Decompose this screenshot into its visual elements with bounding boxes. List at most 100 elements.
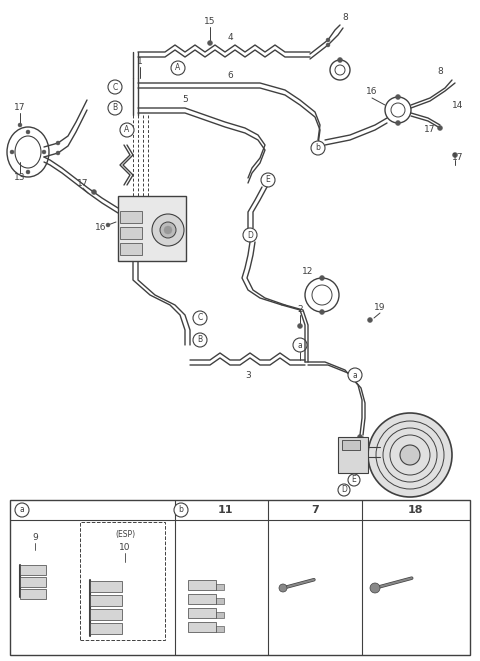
Circle shape: [298, 323, 302, 329]
Bar: [216, 598, 224, 604]
Circle shape: [396, 95, 400, 100]
Text: 5: 5: [182, 95, 188, 104]
Circle shape: [193, 311, 207, 325]
Bar: [216, 612, 224, 618]
Circle shape: [358, 434, 362, 440]
Text: a: a: [298, 340, 302, 350]
Bar: [10, 500, 470, 655]
Bar: [188, 580, 216, 590]
Text: 3: 3: [245, 371, 251, 379]
Circle shape: [326, 38, 330, 42]
Circle shape: [312, 285, 332, 305]
Text: 9: 9: [32, 533, 38, 543]
Text: E: E: [352, 475, 356, 485]
Circle shape: [243, 228, 257, 242]
Text: 12: 12: [302, 268, 314, 276]
Circle shape: [207, 40, 213, 46]
Text: 11: 11: [217, 505, 233, 515]
Text: b: b: [315, 143, 321, 153]
Circle shape: [437, 126, 443, 130]
Text: 17: 17: [77, 178, 89, 188]
Circle shape: [293, 338, 307, 352]
Text: 16: 16: [95, 223, 107, 233]
Text: E: E: [265, 176, 270, 184]
Text: 14: 14: [452, 100, 464, 110]
Bar: [338, 437, 368, 473]
Circle shape: [453, 153, 457, 157]
Circle shape: [108, 101, 122, 115]
Text: a: a: [20, 506, 24, 514]
Circle shape: [193, 333, 207, 347]
Text: b: b: [179, 506, 183, 514]
Circle shape: [56, 151, 60, 155]
Circle shape: [160, 222, 176, 238]
Text: 15: 15: [204, 17, 216, 26]
Circle shape: [326, 43, 330, 47]
Circle shape: [171, 61, 185, 75]
Bar: [216, 584, 224, 590]
Circle shape: [320, 276, 324, 280]
Circle shape: [348, 474, 360, 486]
Text: B: B: [112, 104, 118, 112]
Bar: [120, 227, 142, 239]
Circle shape: [106, 223, 110, 227]
Bar: [90, 595, 122, 606]
Bar: [90, 581, 122, 592]
Circle shape: [164, 226, 172, 234]
Circle shape: [348, 368, 362, 382]
Circle shape: [15, 503, 29, 517]
Circle shape: [320, 309, 324, 315]
Circle shape: [400, 445, 420, 465]
Bar: [188, 608, 216, 618]
Bar: [216, 626, 224, 632]
Bar: [20, 565, 46, 575]
Text: a: a: [353, 371, 358, 379]
Circle shape: [26, 170, 30, 174]
Bar: [80, 522, 165, 640]
Circle shape: [396, 120, 400, 126]
Circle shape: [335, 65, 345, 75]
Circle shape: [174, 503, 188, 517]
Circle shape: [279, 584, 287, 592]
Circle shape: [338, 484, 350, 496]
Bar: [118, 196, 186, 261]
Circle shape: [261, 173, 275, 187]
Text: D: D: [341, 485, 347, 494]
Circle shape: [56, 141, 60, 145]
Circle shape: [18, 123, 22, 127]
Circle shape: [26, 130, 30, 134]
Text: 8: 8: [437, 67, 443, 77]
Bar: [120, 211, 142, 223]
Circle shape: [391, 103, 405, 117]
Bar: [20, 577, 46, 587]
Text: A: A: [124, 126, 130, 134]
Text: C: C: [197, 313, 203, 323]
Text: 7: 7: [311, 505, 319, 515]
Text: 16: 16: [366, 87, 378, 97]
Text: 2: 2: [297, 305, 303, 315]
Circle shape: [152, 214, 184, 246]
Circle shape: [311, 141, 325, 155]
Text: 6: 6: [227, 71, 233, 79]
Text: 4: 4: [227, 34, 233, 42]
Bar: [20, 589, 46, 599]
Text: 10: 10: [119, 543, 131, 553]
Text: (ESP): (ESP): [115, 531, 135, 539]
Circle shape: [120, 123, 134, 137]
Circle shape: [368, 317, 372, 323]
Circle shape: [305, 278, 339, 312]
Bar: [90, 623, 122, 634]
Circle shape: [385, 97, 411, 123]
Circle shape: [330, 60, 350, 80]
Text: 1: 1: [137, 58, 143, 67]
Text: A: A: [175, 63, 180, 73]
Text: 17: 17: [452, 153, 464, 163]
Text: 13: 13: [14, 173, 26, 182]
Circle shape: [10, 150, 14, 154]
Bar: [188, 622, 216, 632]
Text: C: C: [112, 83, 118, 91]
Bar: [90, 609, 122, 620]
Text: B: B: [197, 336, 203, 344]
Text: 8: 8: [342, 13, 348, 22]
Circle shape: [92, 190, 96, 194]
